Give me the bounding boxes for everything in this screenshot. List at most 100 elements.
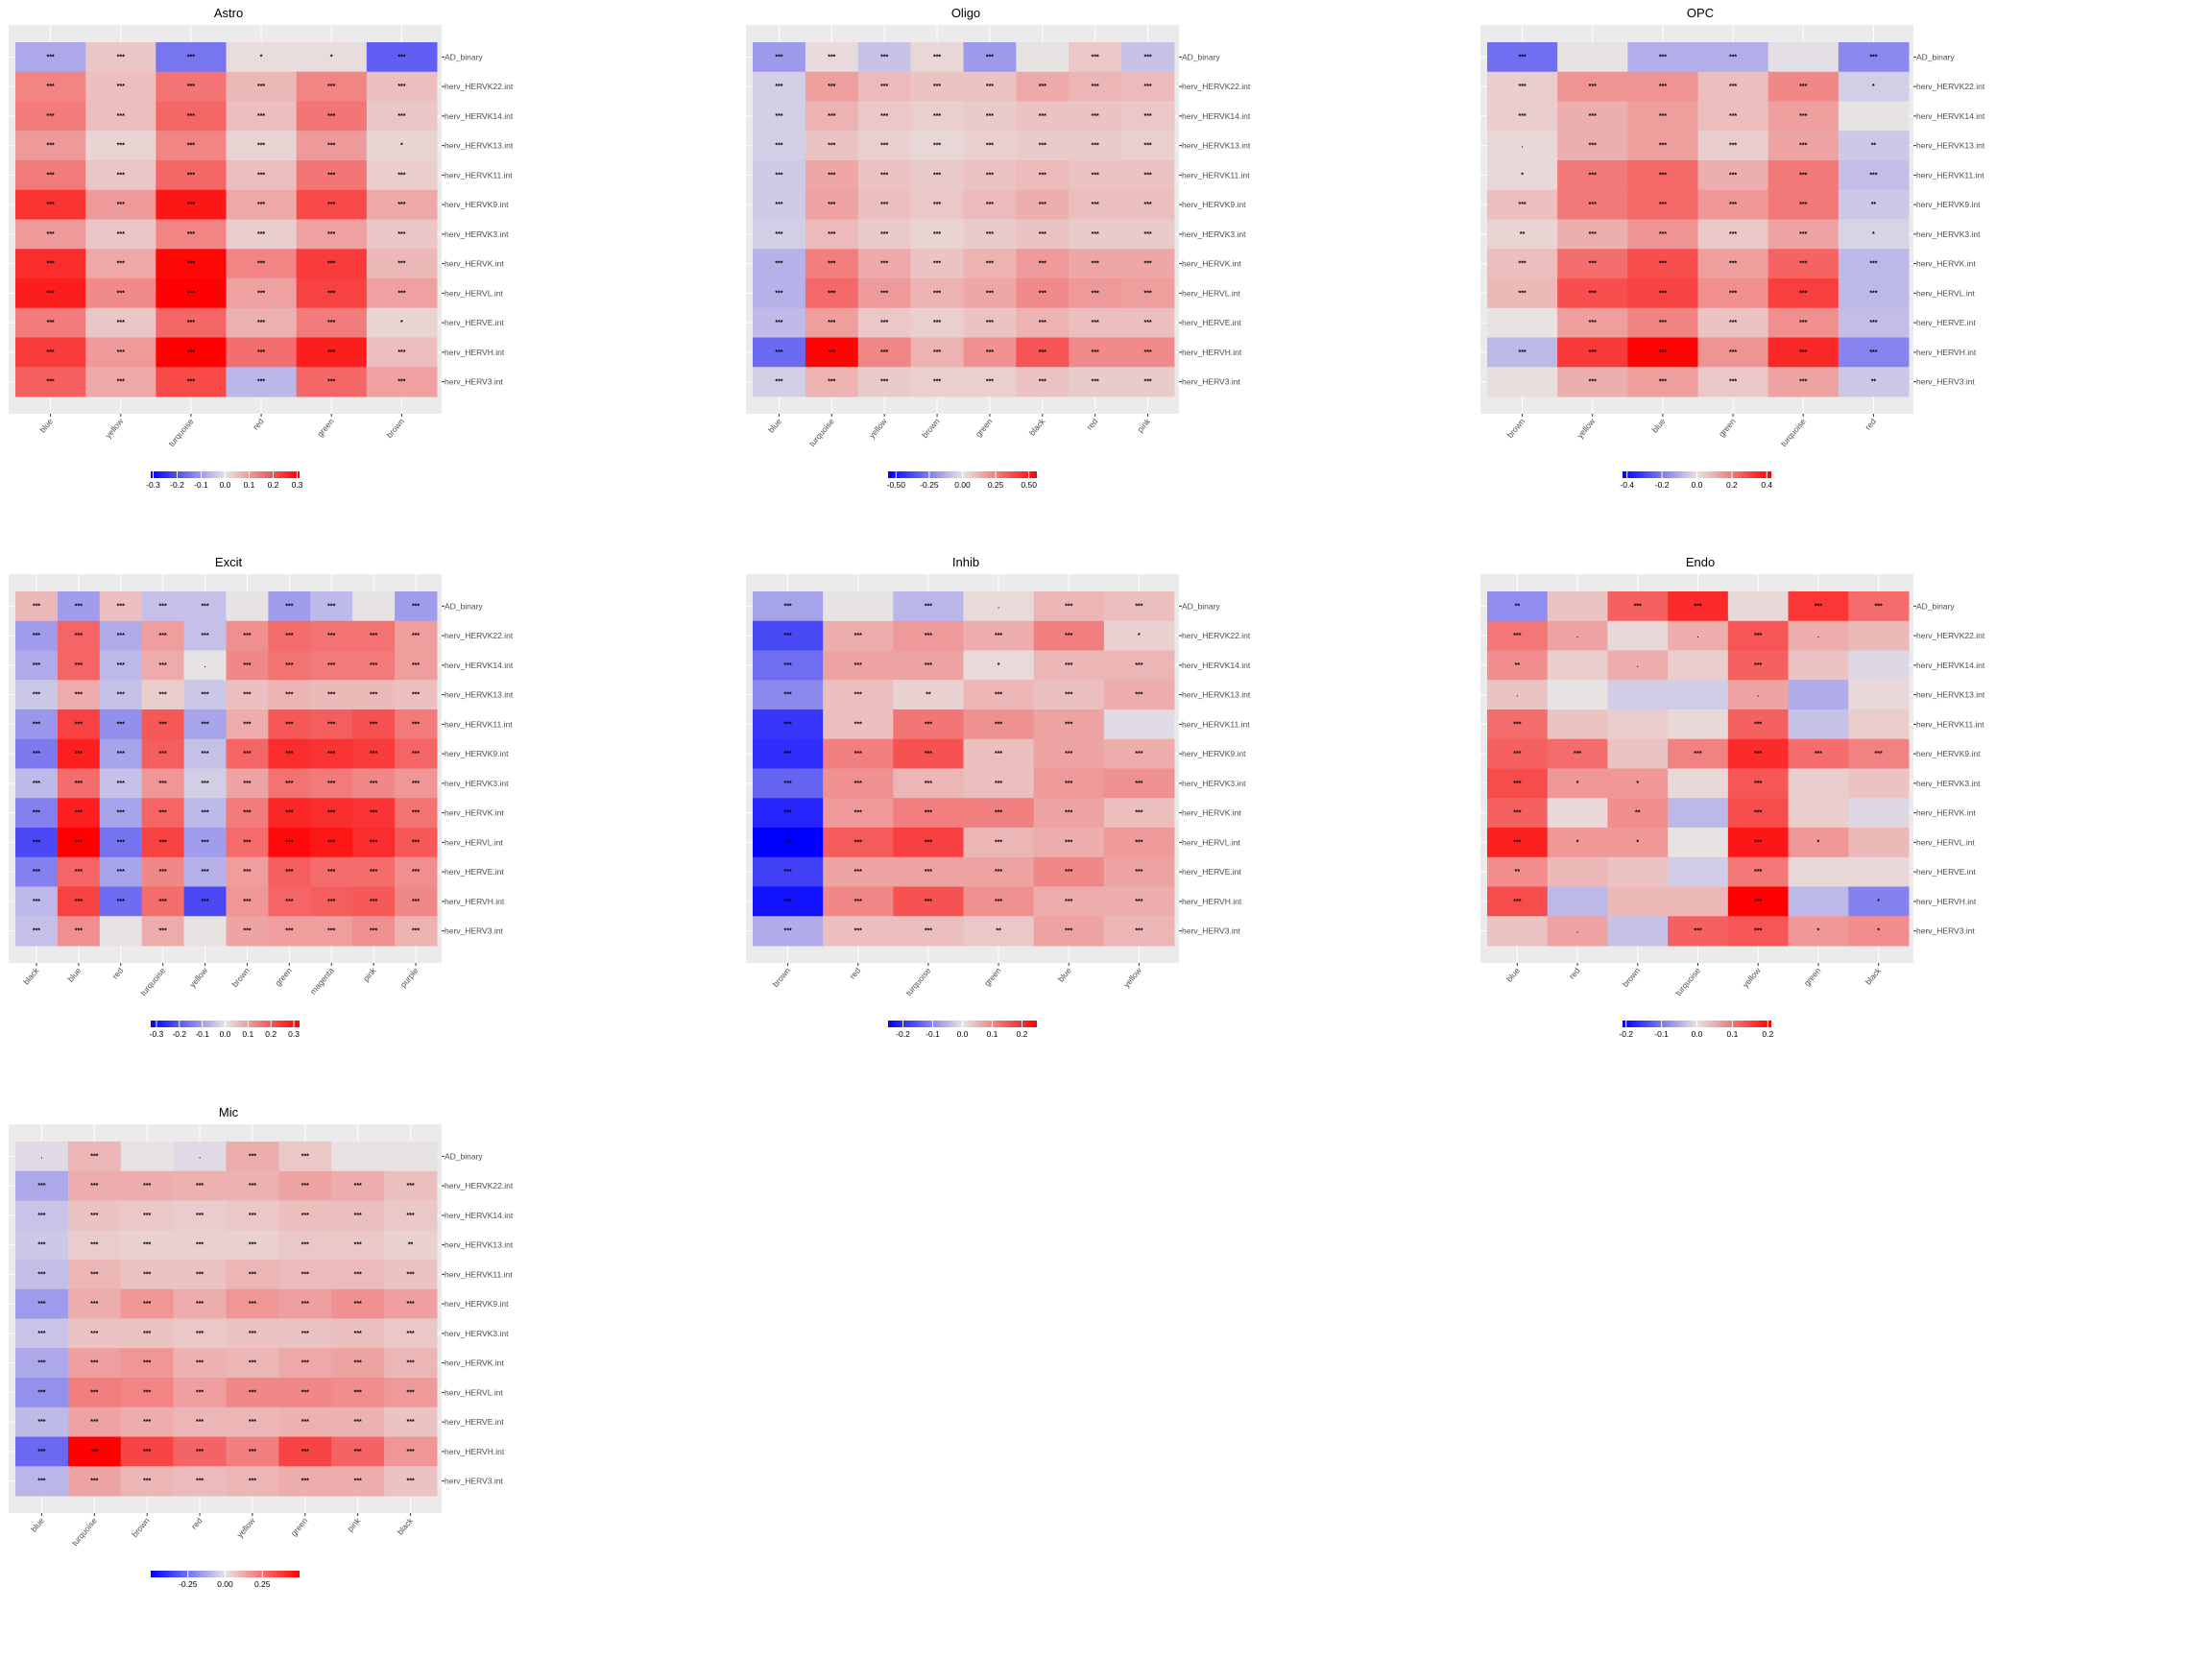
heatmap-cell (268, 680, 311, 710)
significance-label: *** (196, 1419, 204, 1426)
heatmap-cell (67, 1230, 122, 1261)
heatmap-cell (753, 367, 806, 397)
significance-label: *** (880, 54, 888, 60)
significance-label: *** (1513, 781, 1521, 787)
heatmap-cell (226, 219, 298, 250)
x-tick-label: red (1863, 417, 1878, 432)
colorbar-tick-label: 0.0 (1692, 480, 1703, 490)
significance-label: *** (37, 1183, 45, 1190)
heatmap-cell (226, 278, 298, 309)
significance-label: *** (1659, 172, 1667, 179)
significance-label: ** (1871, 379, 1877, 386)
heatmap-cell (384, 1407, 438, 1437)
y-tick-label: herv_HERVL.int (445, 1387, 503, 1397)
heatmap-cell (1121, 71, 1175, 102)
heatmap-cell (1121, 307, 1175, 338)
heatmap-cell (1727, 591, 1790, 622)
significance-label: *** (1589, 113, 1597, 120)
heatmap-cell (857, 367, 912, 397)
heatmap-cell (395, 828, 438, 858)
heatmap-cell (1848, 591, 1910, 622)
heatmap-cell (226, 886, 269, 917)
significance-label: *** (243, 839, 251, 846)
heatmap-cell (331, 1407, 385, 1437)
heatmap-cell (1103, 798, 1175, 829)
heatmap-cell (141, 650, 185, 681)
heatmap-cell (226, 856, 269, 887)
heatmap-cell (57, 650, 101, 681)
heatmap-cell (183, 620, 227, 651)
significance-label: *** (37, 1271, 45, 1278)
heatmap-cell (57, 886, 101, 917)
significance-label: *** (406, 1331, 414, 1337)
heatmap-cell (226, 1230, 279, 1261)
significance-label: *** (880, 231, 888, 238)
significance-label: *** (412, 869, 420, 876)
heatmap-cell (963, 680, 1035, 710)
heatmap-cell (296, 278, 368, 309)
significance-label: *** (1065, 751, 1072, 757)
significance-label: *** (90, 1449, 98, 1455)
heatmap-cell (1697, 337, 1769, 368)
heatmap-cell (805, 42, 859, 73)
heatmap-cell (366, 71, 438, 102)
significance-label: *** (75, 928, 83, 935)
y-tick-label: herv_HERVK11.int (445, 1269, 513, 1279)
significance-label: *** (1518, 202, 1526, 208)
significance-label: *** (880, 143, 888, 150)
significance-label: *** (327, 113, 335, 120)
y-tick-label: herv_HERV3.int (1182, 377, 1240, 387)
significance-label: *** (1092, 231, 1099, 238)
x-tick-label: pink (1135, 416, 1152, 434)
heatmap-cell (268, 856, 311, 887)
significance-label: *** (143, 1419, 151, 1426)
heatmap-cell (296, 131, 368, 161)
significance-label: *** (1634, 603, 1642, 610)
heatmap-cell (268, 798, 311, 829)
significance-label: *** (1143, 202, 1151, 208)
significance-label: *** (1518, 54, 1526, 60)
heatmap-cell (278, 1378, 332, 1408)
heatmap-cell (1838, 42, 1910, 73)
heatmap-cell (15, 856, 59, 887)
heatmap-cell (99, 916, 143, 947)
heatmap-cell (226, 337, 298, 368)
significance-label: *** (327, 349, 335, 356)
heatmap-cell (1487, 367, 1558, 397)
heatmap-panel-oligo: Oligo *** *** *** *** *** *** *** AD_binary *** **… (737, 0, 1475, 552)
heatmap-cell (85, 42, 156, 73)
significance-label: *** (412, 751, 420, 757)
heatmap-cell (1697, 71, 1769, 102)
significance-label: *** (828, 290, 835, 297)
heatmap-cell (278, 1170, 332, 1201)
significance-label: *** (1513, 721, 1521, 728)
heatmap-cell (366, 249, 438, 279)
heatmap-cell (1121, 367, 1175, 397)
y-tick-label: herv_HERVH.int (1916, 348, 1977, 357)
significance-label: *** (1092, 379, 1099, 386)
x-tick-label: blue (766, 417, 783, 435)
colorbar-tick-label: 0.2 (268, 480, 279, 490)
significance-label: *** (933, 261, 941, 268)
heatmap-cell (1547, 856, 1608, 887)
heatmap-cell (15, 650, 59, 681)
heatmap-cell (120, 1407, 175, 1437)
heatmap-cell (183, 738, 227, 769)
significance-label: *** (1875, 751, 1883, 757)
significance-label: *** (1589, 379, 1597, 386)
significance-label: *** (187, 84, 195, 90)
heatmap-cell (823, 856, 894, 887)
significance-label: *** (327, 143, 335, 150)
heatmap-cell (1487, 886, 1549, 917)
heatmap-cell (1788, 591, 1849, 622)
y-tick-label: herv_HERVK22.int (445, 82, 514, 91)
y-tick-label: herv_HERVK14.int (1916, 111, 1985, 121)
significance-label: *** (285, 869, 293, 876)
heatmap-cell (15, 1260, 69, 1290)
significance-label: *** (1754, 721, 1762, 728)
significance-label: *** (301, 1419, 309, 1426)
heatmap-cell (805, 278, 859, 309)
heatmap-cell (1788, 828, 1849, 858)
significance-label: *** (37, 1331, 45, 1337)
significance-label: *** (1092, 84, 1099, 90)
